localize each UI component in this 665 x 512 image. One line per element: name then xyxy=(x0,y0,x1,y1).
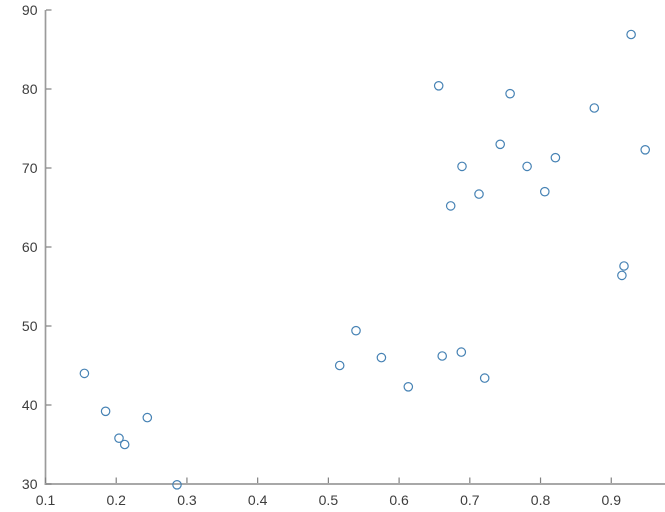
data-point xyxy=(505,88,515,99)
data-point xyxy=(457,161,467,172)
x-tick-label: 0.6 xyxy=(389,492,409,508)
y-tick-label: 90 xyxy=(22,2,38,18)
data-point xyxy=(334,360,345,371)
data-point xyxy=(619,261,629,271)
data-point xyxy=(589,103,600,113)
data-point xyxy=(172,479,182,490)
data-point xyxy=(351,325,361,336)
y-tick-label: 30 xyxy=(22,476,38,492)
data-point xyxy=(495,139,505,150)
x-tick-label: 0.8 xyxy=(531,492,551,508)
data-point xyxy=(114,433,124,443)
data-point xyxy=(474,189,484,199)
data-point xyxy=(445,201,456,211)
data-point xyxy=(142,412,153,423)
data-point xyxy=(617,270,627,281)
data-point xyxy=(522,161,532,172)
data-point xyxy=(376,352,387,363)
y-tick-label: 50 xyxy=(22,318,38,334)
data-point xyxy=(437,351,447,361)
data-point xyxy=(433,81,444,91)
y-tick-label: 40 xyxy=(22,397,38,413)
y-tick-label: 60 xyxy=(22,239,38,255)
data-point xyxy=(550,152,561,163)
data-point xyxy=(79,368,90,379)
data-point xyxy=(119,439,130,450)
x-tick-label: 0.9 xyxy=(602,492,622,508)
x-tick-label: 0.2 xyxy=(106,492,126,508)
x-tick-label: 0.3 xyxy=(177,492,197,508)
data-point xyxy=(640,145,650,155)
data-point xyxy=(626,29,636,40)
x-tick-label: 0.1 xyxy=(36,492,56,508)
x-tick-label: 0.5 xyxy=(319,492,339,508)
y-tick-label: 80 xyxy=(22,81,38,97)
data-point xyxy=(100,406,111,417)
x-tick-label: 0.7 xyxy=(460,492,480,508)
data-point xyxy=(456,347,467,357)
x-tick-label: 0.4 xyxy=(248,492,268,508)
data-point xyxy=(539,186,550,197)
y-tick-label: 70 xyxy=(22,160,38,176)
data-point xyxy=(403,381,414,392)
data-point xyxy=(479,373,490,383)
